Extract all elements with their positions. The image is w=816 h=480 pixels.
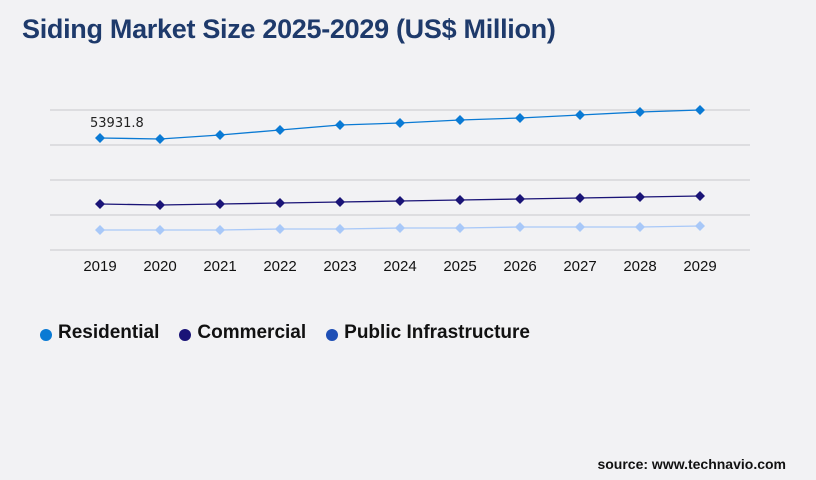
data-point	[635, 222, 645, 233]
legend-label: Commercial	[197, 322, 307, 343]
data-point	[395, 118, 405, 129]
data-point	[515, 193, 525, 204]
data-point	[95, 198, 105, 209]
data-point	[275, 125, 285, 135]
data-point	[635, 106, 645, 117]
data-point	[635, 191, 645, 202]
x-tick-label: 2023	[323, 258, 356, 275]
data-point	[455, 223, 465, 234]
legend-item: Commercial	[179, 322, 306, 344]
data-point	[515, 112, 525, 123]
x-tick-label: 2025	[443, 258, 476, 275]
data-point	[455, 194, 465, 205]
data-point	[395, 195, 405, 206]
chart-title: Siding Market Size 2025-2029 (US$ Millio…	[22, 14, 556, 44]
x-tick-label: 2020	[143, 258, 176, 275]
x-tick-label: 2026	[503, 258, 536, 275]
data-point	[575, 110, 585, 121]
data-point	[95, 225, 105, 235]
data-point	[395, 223, 405, 234]
legend-item: Public Infrastructure	[326, 322, 530, 344]
legend-label: Public Infrastructure	[344, 322, 530, 343]
data-point	[275, 198, 285, 209]
data-point	[215, 130, 225, 141]
data-point	[695, 105, 705, 115]
data-point	[335, 224, 345, 235]
data-point	[695, 191, 705, 202]
legend-marker-icon	[326, 329, 339, 341]
data-point	[335, 197, 345, 208]
data-label: 53931.8	[90, 116, 144, 131]
data-point	[575, 192, 585, 203]
legend-label: Residential	[58, 322, 160, 343]
data-point	[455, 114, 465, 125]
data-point	[575, 222, 585, 233]
data-point	[95, 132, 105, 143]
data-point	[275, 224, 285, 235]
data-point	[215, 225, 225, 235]
x-tick-label: 2027	[563, 258, 596, 275]
line-chart: 2019 2020 2021 2022 2023 2024 2025 2026 2027 2028…	[50, 105, 750, 275]
data-point	[215, 198, 225, 209]
data-point	[155, 133, 165, 144]
data-point	[515, 222, 525, 233]
legend-marker-icon	[179, 329, 192, 341]
legend-item: Residential	[40, 322, 159, 344]
data-point	[695, 220, 705, 231]
x-tick-label: 2019	[83, 258, 116, 275]
legend-marker-icon	[40, 329, 52, 341]
data-point	[335, 119, 345, 130]
x-tick-label: 2024	[383, 258, 416, 275]
x-tick-label: 2022	[263, 258, 296, 275]
x-tick-label: 2029	[683, 258, 716, 275]
data-point	[155, 225, 165, 235]
legend: Residential Commercial Public Infrastructu…	[40, 322, 530, 344]
data-point	[155, 199, 165, 210]
x-tick-label: 2021	[203, 258, 236, 275]
x-tick-label: 2028	[623, 258, 656, 275]
source-text: source: www.technavio.com	[597, 456, 786, 472]
